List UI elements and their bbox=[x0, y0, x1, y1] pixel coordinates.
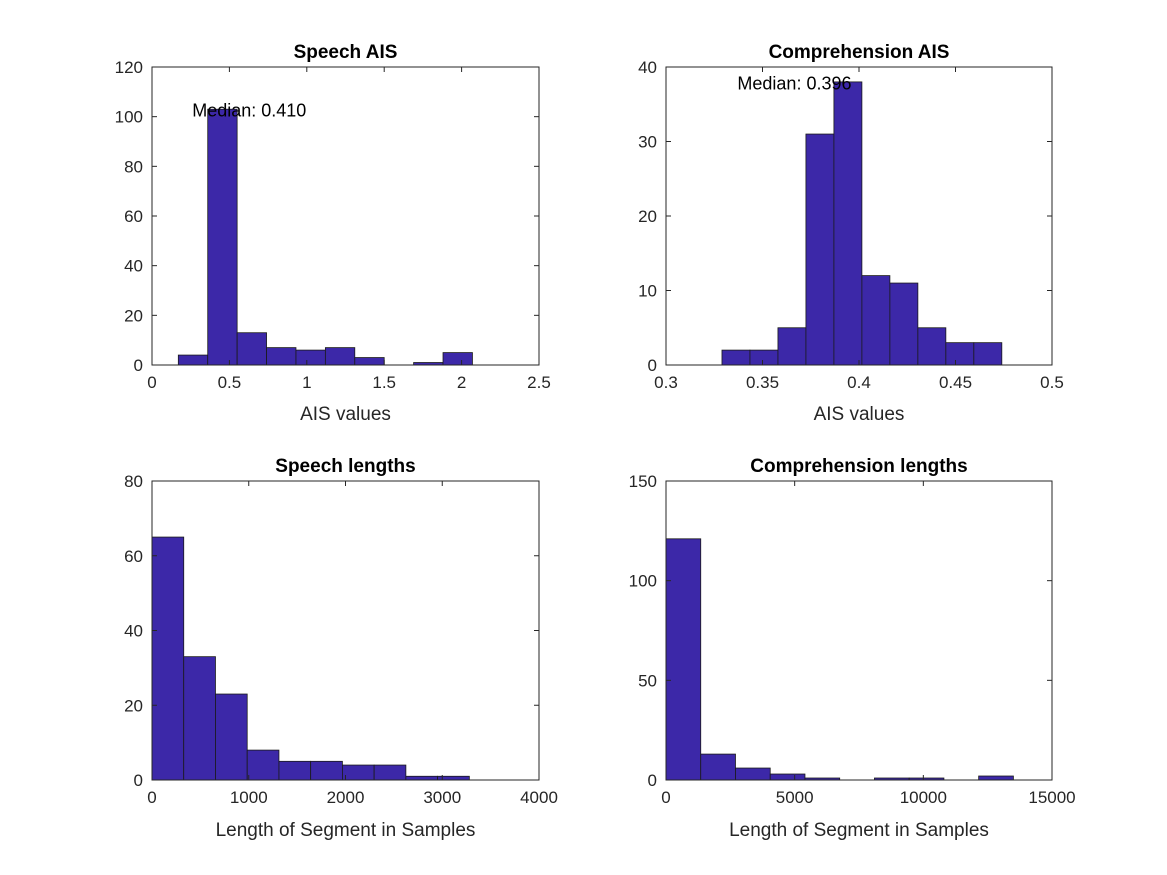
x-tick-label: 10000 bbox=[900, 788, 947, 807]
chart-title: Comprehension AIS bbox=[769, 42, 950, 63]
y-tick-label: 20 bbox=[124, 696, 143, 715]
y-tick-label: 50 bbox=[638, 671, 657, 690]
x-tick-label: 1000 bbox=[230, 788, 268, 807]
x-tick-label: 0 bbox=[661, 788, 670, 807]
y-tick-label: 20 bbox=[124, 306, 143, 325]
ticks: 0 1000 2000 3000 4000 0 20 40 60 80 bbox=[124, 472, 558, 807]
x-tick-label: 5000 bbox=[776, 788, 814, 807]
histogram-bar bbox=[735, 767, 771, 781]
histogram-bar bbox=[295, 349, 326, 366]
histogram-bar bbox=[310, 760, 343, 781]
histogram-bar bbox=[405, 775, 439, 781]
y-tick-label: 40 bbox=[124, 257, 143, 276]
y-tick-label: 60 bbox=[124, 207, 143, 226]
median-annotation: Median: 0.396 bbox=[737, 73, 851, 93]
y-tick-label: 120 bbox=[115, 58, 143, 77]
chart-title: Speech lengths bbox=[275, 456, 415, 477]
x-tick-label: 0.5 bbox=[218, 373, 242, 392]
histogram-bar bbox=[749, 349, 779, 366]
histogram-bar bbox=[236, 332, 267, 366]
bars bbox=[177, 108, 473, 366]
histogram-bar bbox=[978, 775, 1014, 781]
x-tick-label: 1.5 bbox=[372, 373, 396, 392]
x-tick-label: 0.3 bbox=[654, 373, 678, 392]
median-annotation: Median: 0.410 bbox=[192, 101, 306, 121]
x-tick-label: 4000 bbox=[520, 788, 558, 807]
histogram-bar bbox=[721, 349, 751, 366]
x-tick-label: 2.5 bbox=[527, 373, 551, 392]
x-tick-label: 0.4 bbox=[847, 373, 871, 392]
x-tick-label: 15000 bbox=[1028, 788, 1075, 807]
bars bbox=[151, 536, 470, 781]
y-tick-label: 60 bbox=[124, 547, 143, 566]
y-tick-label: 150 bbox=[629, 472, 657, 491]
histogram-bar bbox=[805, 133, 835, 366]
histogram-bar bbox=[833, 81, 863, 366]
x-tick-label: 1 bbox=[302, 373, 311, 392]
histogram-bar bbox=[183, 656, 216, 781]
histogram-bar bbox=[861, 275, 891, 366]
y-tick-label: 100 bbox=[115, 108, 143, 127]
y-tick-label: 80 bbox=[124, 472, 143, 491]
x-axis-label: AIS values bbox=[814, 404, 905, 425]
y-tick-label: 20 bbox=[638, 207, 657, 226]
histogram-bar bbox=[973, 342, 1003, 366]
ticks: 0.3 0.35 0.4 0.45 0.5 0 10 20 30 40 bbox=[638, 58, 1064, 392]
x-tick-label: 3000 bbox=[423, 788, 461, 807]
histogram-bar bbox=[324, 347, 356, 366]
histogram-bar bbox=[354, 357, 385, 366]
y-tick-label: 0 bbox=[134, 771, 143, 790]
bars bbox=[721, 81, 1003, 366]
y-tick-label: 0 bbox=[134, 356, 143, 375]
subplot-speech-ais: 0 0.5 1 1.5 2 2.5 0 20 40 60 80 100 120 Speech AIS A… bbox=[115, 42, 551, 425]
y-tick-label: 30 bbox=[638, 133, 657, 152]
y-tick-label: 80 bbox=[124, 157, 143, 176]
histogram-bar bbox=[769, 773, 806, 781]
y-tick-label: 10 bbox=[638, 282, 657, 301]
y-tick-label: 100 bbox=[629, 572, 657, 591]
chart-title: Comprehension lengths bbox=[750, 456, 967, 477]
x-tick-label: 0 bbox=[147, 788, 156, 807]
x-tick-label: 2000 bbox=[327, 788, 365, 807]
subplot-comprehension-lengths: 0 5000 10000 15000 0 50 100 150 Comprehension l… bbox=[629, 456, 1076, 841]
axes-box bbox=[665, 480, 1053, 781]
x-tick-label: 0.35 bbox=[746, 373, 779, 392]
y-tick-label: 0 bbox=[648, 771, 657, 790]
x-tick-label: 0.5 bbox=[1040, 373, 1064, 392]
histogram-bar bbox=[945, 342, 975, 366]
subplot-speech-lengths: 0 1000 2000 3000 4000 0 20 40 60 80 Speech length… bbox=[124, 456, 558, 841]
histogram-bar bbox=[917, 327, 947, 366]
histogram-bar bbox=[889, 282, 919, 366]
histogram-bar bbox=[442, 352, 473, 366]
y-tick-label: 40 bbox=[638, 58, 657, 77]
histogram-bar bbox=[151, 536, 185, 781]
x-tick-label: 0.45 bbox=[939, 373, 972, 392]
histogram-bar bbox=[700, 753, 736, 781]
histogram-bar bbox=[215, 693, 248, 781]
histogram-bar bbox=[278, 760, 312, 781]
histogram-bar bbox=[177, 354, 209, 366]
x-axis-label: Length of Segment in Samples bbox=[216, 820, 476, 841]
chart-title: Speech AIS bbox=[294, 42, 398, 63]
histogram-bar bbox=[246, 749, 280, 781]
histogram-bar bbox=[207, 108, 238, 366]
histogram-bar bbox=[665, 538, 702, 781]
histogram-bar bbox=[373, 764, 407, 781]
x-axis-label: AIS values bbox=[300, 404, 391, 425]
y-tick-label: 0 bbox=[648, 356, 657, 375]
histogram-bar bbox=[342, 764, 375, 781]
x-axis-label: Length of Segment in Samples bbox=[729, 820, 989, 841]
subplot-comprehension-ais: 0.3 0.35 0.4 0.45 0.5 0 10 20 30 40 Comprehension… bbox=[638, 42, 1064, 425]
x-tick-label: 0 bbox=[147, 373, 156, 392]
ticks: 0 5000 10000 15000 0 50 100 150 bbox=[629, 472, 1076, 807]
bars bbox=[665, 538, 1014, 781]
histogram-bar bbox=[266, 347, 297, 366]
ticks: 0 0.5 1 1.5 2 2.5 0 20 40 60 80 100 120 bbox=[115, 58, 551, 392]
histogram-bar bbox=[777, 327, 807, 366]
x-tick-label: 2 bbox=[457, 373, 466, 392]
axes-frame bbox=[665, 480, 1053, 781]
y-tick-label: 40 bbox=[124, 622, 143, 641]
